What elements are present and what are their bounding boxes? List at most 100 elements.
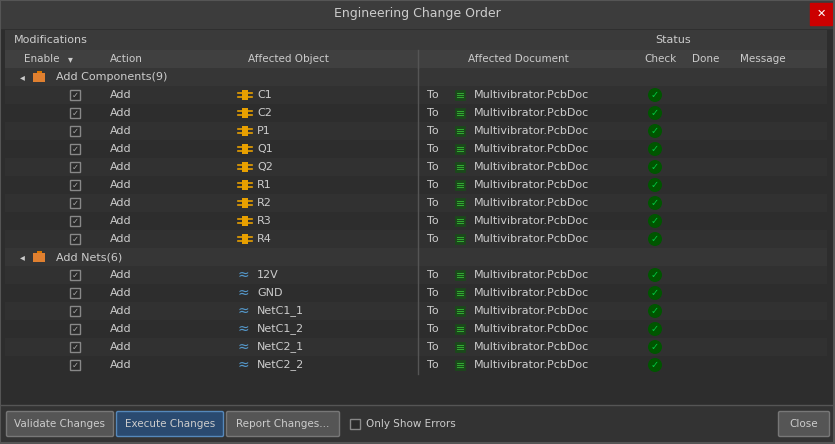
Bar <box>455 288 465 298</box>
Text: Add: Add <box>110 126 132 136</box>
Text: To: To <box>427 342 438 352</box>
Bar <box>5 194 827 212</box>
Text: Close: Close <box>790 419 818 429</box>
Bar <box>455 162 465 172</box>
Text: To: To <box>427 270 438 280</box>
Bar <box>242 234 248 244</box>
Bar <box>33 73 45 82</box>
Text: ≈: ≈ <box>237 304 249 318</box>
Text: Add: Add <box>110 306 132 316</box>
Circle shape <box>648 88 662 102</box>
Bar <box>70 216 80 226</box>
Bar <box>33 253 45 262</box>
Bar <box>455 126 465 136</box>
Circle shape <box>648 160 662 174</box>
Text: ✓: ✓ <box>651 360 659 370</box>
Bar <box>5 356 827 374</box>
Bar <box>70 324 80 334</box>
Text: To: To <box>427 108 438 118</box>
Text: Add: Add <box>110 270 132 280</box>
Bar <box>5 158 827 176</box>
Bar <box>5 140 827 158</box>
Text: To: To <box>427 360 438 370</box>
Text: ≈: ≈ <box>237 358 249 372</box>
Text: ✓: ✓ <box>72 289 78 297</box>
Bar <box>455 216 465 226</box>
Text: ✓: ✓ <box>651 180 659 190</box>
Text: ✓: ✓ <box>72 144 78 154</box>
Text: To: To <box>427 324 438 334</box>
Text: Add: Add <box>110 144 132 154</box>
Bar <box>5 30 827 50</box>
Text: ≈: ≈ <box>237 340 249 354</box>
Text: To: To <box>427 234 438 244</box>
Bar <box>455 90 465 100</box>
Text: Multivibrator.PcbDoc: Multivibrator.PcbDoc <box>474 162 590 172</box>
Text: ✕: ✕ <box>817 9 826 19</box>
Text: NetC1_2: NetC1_2 <box>257 324 304 334</box>
Circle shape <box>648 214 662 228</box>
Text: GND: GND <box>257 288 282 298</box>
Text: ✓: ✓ <box>72 91 78 99</box>
Text: ≈: ≈ <box>237 268 249 282</box>
Text: ✓: ✓ <box>72 163 78 171</box>
Bar <box>242 216 248 226</box>
Text: Multivibrator.PcbDoc: Multivibrator.PcbDoc <box>474 144 590 154</box>
Bar <box>5 86 827 104</box>
Text: ▾: ▾ <box>68 54 73 64</box>
Text: NetC1_1: NetC1_1 <box>257 305 304 317</box>
Circle shape <box>648 268 662 282</box>
Text: Add Components(9): Add Components(9) <box>56 72 167 82</box>
Text: To: To <box>427 288 438 298</box>
Circle shape <box>648 340 662 354</box>
Text: Multivibrator.PcbDoc: Multivibrator.PcbDoc <box>474 90 590 100</box>
Bar <box>70 126 80 136</box>
Bar <box>455 324 465 334</box>
Text: To: To <box>427 144 438 154</box>
Bar <box>5 50 827 68</box>
Bar <box>5 122 827 140</box>
Bar <box>70 306 80 316</box>
Text: Multivibrator.PcbDoc: Multivibrator.PcbDoc <box>474 108 590 118</box>
Text: To: To <box>427 126 438 136</box>
FancyBboxPatch shape <box>117 412 224 436</box>
Text: To: To <box>427 198 438 208</box>
Bar <box>455 144 465 154</box>
Bar <box>5 338 827 356</box>
Text: Add: Add <box>110 162 132 172</box>
Text: ✓: ✓ <box>651 144 659 154</box>
Text: Add Nets(6): Add Nets(6) <box>56 252 122 262</box>
Bar <box>455 198 465 208</box>
Bar <box>242 144 248 154</box>
Circle shape <box>648 286 662 300</box>
Text: ✓: ✓ <box>651 90 659 100</box>
Text: ✓: ✓ <box>72 234 78 243</box>
Circle shape <box>648 304 662 318</box>
Bar <box>37 71 42 74</box>
Text: Multivibrator.PcbDoc: Multivibrator.PcbDoc <box>474 324 590 334</box>
Text: Message: Message <box>740 54 786 64</box>
Text: Multivibrator.PcbDoc: Multivibrator.PcbDoc <box>474 342 590 352</box>
Text: ✓: ✓ <box>651 216 659 226</box>
Text: ✓: ✓ <box>651 270 659 280</box>
Circle shape <box>648 358 662 372</box>
Text: R2: R2 <box>257 198 272 208</box>
Text: Add: Add <box>110 108 132 118</box>
Text: Multivibrator.PcbDoc: Multivibrator.PcbDoc <box>474 234 590 244</box>
Text: Check: Check <box>644 54 676 64</box>
Text: Status: Status <box>655 35 691 45</box>
Bar <box>70 108 80 118</box>
Bar <box>455 234 465 244</box>
Text: Engineering Change Order: Engineering Change Order <box>334 8 500 20</box>
Text: ✓: ✓ <box>72 361 78 369</box>
Text: To: To <box>427 90 438 100</box>
Bar <box>810 3 832 25</box>
Circle shape <box>648 106 662 120</box>
Bar <box>70 270 80 280</box>
Text: P1: P1 <box>257 126 271 136</box>
Bar <box>5 266 827 284</box>
Bar <box>242 180 248 190</box>
Text: NetC2_2: NetC2_2 <box>257 360 304 370</box>
Circle shape <box>648 178 662 192</box>
Text: Modifications: Modifications <box>14 35 88 45</box>
